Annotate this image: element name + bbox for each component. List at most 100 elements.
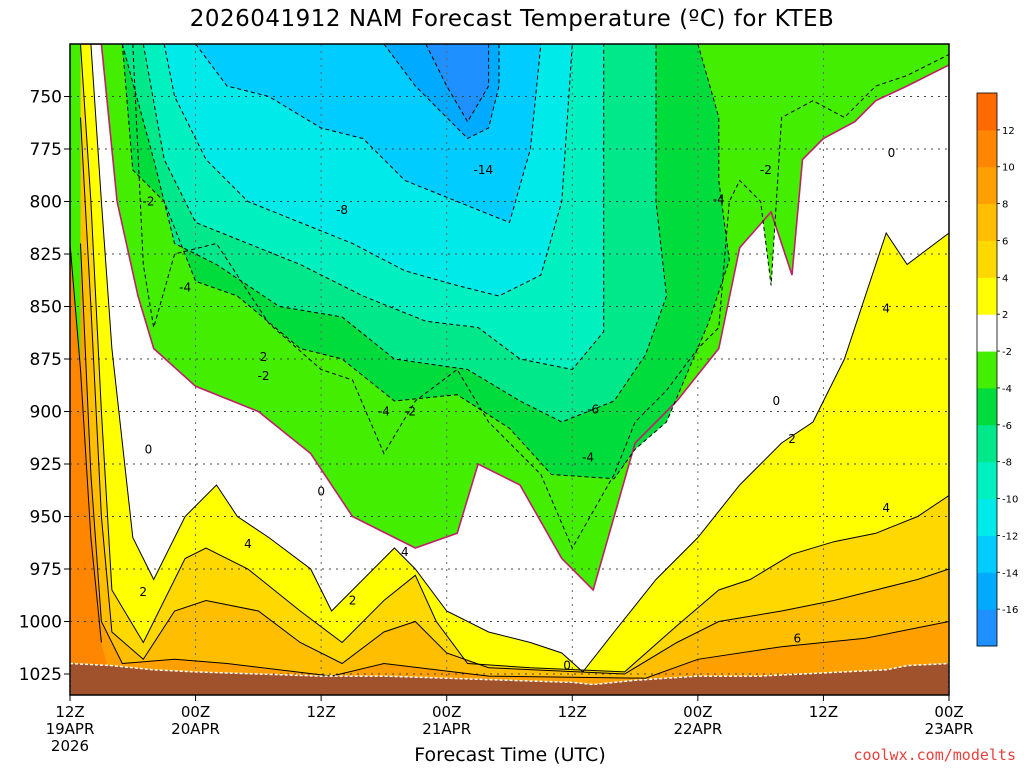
contour-label: -2 (142, 195, 154, 209)
contour-label: -4 (179, 281, 191, 295)
colorbar-tick-label: -6 (1002, 421, 1012, 432)
contour-label: -2 (258, 369, 270, 383)
temperature-fill-layer (70, 44, 949, 695)
surface-layer (70, 662, 949, 695)
y-tick-label: 850 (30, 298, 62, 318)
contour-label: 0 (145, 442, 153, 456)
colorbar-segment (977, 314, 997, 352)
y-tick-label: 900 (30, 403, 62, 423)
colorbar-segment (977, 277, 997, 315)
contour-label: -14 (474, 163, 494, 177)
x-tick-label: 12Z (55, 703, 84, 721)
y-tick-label: 775 (30, 140, 62, 160)
contour-label: 2 (349, 594, 357, 608)
x-tick-label: 21APR (422, 720, 471, 738)
plot-frame (69, 43, 950, 696)
x-tick-label: 23APR (925, 720, 974, 738)
contour-label: -4 (378, 405, 390, 419)
x-tick-label: 20APR (171, 720, 220, 738)
colorbar-tick-label: -16 (1002, 605, 1018, 616)
contour-label: -6 (587, 402, 599, 416)
contour--6 (121, 44, 668, 423)
contour--12 (195, 44, 542, 224)
y-tick-label: 1000 (19, 613, 62, 633)
temp-region--16 (425, 44, 489, 122)
colorbar-tick-label: -14 (1002, 568, 1018, 579)
colorbar-tick-label: -10 (1002, 495, 1018, 506)
colorbar-tick-label: -12 (1002, 531, 1018, 542)
colorbar-segment (977, 609, 997, 647)
colorbar-tick-label: -8 (1002, 458, 1012, 469)
colorbar-segment (977, 166, 997, 205)
surface-terrain (70, 662, 949, 695)
x-tick-label: 12Z (306, 703, 335, 721)
colorbar-segment (977, 572, 997, 610)
colorbar-tick-label: 12 (1002, 126, 1015, 137)
contour-label: -2 (404, 405, 416, 419)
colorbar: -16 -14 -12 -10 -8 -6 -4 -2 2 4 6 8 10 12 (976, 92, 1018, 647)
x-tick-label: 12Z (809, 703, 838, 721)
x-axis-label: Forecast Time (UTC) (414, 744, 606, 766)
x-tick-label: 00Z (683, 703, 712, 721)
contour--14 (383, 44, 500, 140)
contour-label: 0 (888, 146, 896, 160)
colorbar-tick-label: 4 (1002, 273, 1008, 284)
colorbar-segment (977, 461, 997, 500)
chart-title: 2026041912 NAM Forecast Temperature (ºC)… (189, 6, 835, 32)
contour-8 (80, 243, 949, 679)
contour--8 (142, 44, 605, 371)
contour-label: 2 (788, 432, 796, 446)
x-tick-label: 2026 (51, 737, 89, 755)
x-tick-label: 00Z (432, 703, 461, 721)
contour--16 (425, 44, 490, 123)
contour--2 (132, 44, 949, 550)
colorbar-tick-label: 8 (1002, 200, 1008, 211)
contour-label: 4 (401, 545, 409, 559)
y-tick-label: 875 (30, 350, 62, 370)
contour-label: 0 (563, 659, 571, 673)
colorbar-tick-label: 6 (1002, 236, 1008, 247)
temp-region-8 (80, 243, 949, 685)
colorbar-tick-label: 2 (1002, 310, 1008, 321)
y-tick-label: 975 (30, 560, 62, 580)
y-tick-label: 825 (30, 245, 62, 265)
colorbar-segment (977, 129, 997, 168)
contour-label-layer: -2 -2 -2 -2 -4 -4 -4 -4 -6 -8 -14 0 0 0 0 0 2 2 2 2 4 4 4 4 6 (139, 146, 895, 672)
contour-6 (80, 117, 949, 675)
contour-2 (80, 44, 949, 673)
colorbar-segment (977, 93, 997, 131)
contour-label: 2 (139, 585, 147, 599)
x-tick-label: 12Z (558, 703, 587, 721)
contour-label: 4 (244, 537, 252, 551)
colorbar-tick-label: 10 (1002, 163, 1015, 174)
contour-label: -4 (582, 451, 594, 465)
colorbar-segment (977, 203, 997, 241)
contour-layer (70, 44, 949, 679)
contour-label: 2 (260, 350, 268, 364)
contour-label: 6 (793, 631, 801, 645)
colorbar-segment (977, 387, 997, 426)
x-tick-label: 00Z (181, 703, 210, 721)
colorbar-tick-label: -4 (1002, 384, 1012, 395)
contour--10 (163, 44, 573, 297)
temp-region-10 (70, 243, 112, 685)
contour-0 (80, 44, 949, 592)
contour-4 (80, 44, 949, 673)
x-tick-label: 00Z (934, 703, 963, 721)
credit-text: coolwx.com/modelts (853, 746, 1016, 764)
contour-label: -8 (336, 203, 348, 217)
y-tick-label: 800 (30, 193, 62, 213)
colorbar-segment (977, 351, 997, 389)
y-axis: 750 775 800 825 850 875 900 925 950 975 1000 1025 (19, 88, 70, 685)
y-tick-label: 1025 (19, 665, 62, 685)
contour-10 (70, 243, 102, 643)
y-tick-label: 925 (30, 455, 62, 475)
colorbar-segment (977, 424, 997, 463)
colorbar-segment (977, 240, 997, 278)
y-tick-label: 750 (30, 88, 62, 108)
colorbar-tick-label: -2 (1002, 347, 1012, 358)
colorbar-segment (977, 498, 997, 536)
colorbar-frame (976, 92, 998, 647)
